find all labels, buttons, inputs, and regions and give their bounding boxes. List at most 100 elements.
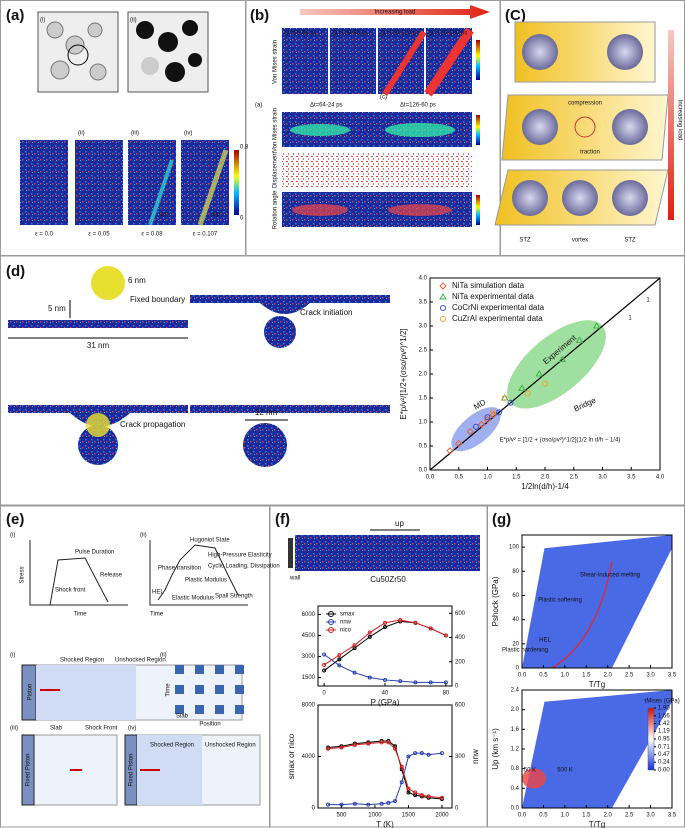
point [386, 800, 391, 805]
panel-label: (g) [492, 511, 511, 528]
panel-label: (d) [6, 263, 25, 280]
point [439, 751, 444, 756]
axis-label: Time [166, 683, 172, 697]
point [443, 633, 448, 638]
annotation: Release [100, 573, 123, 579]
point [413, 751, 418, 756]
sub-label: (iv) [184, 131, 192, 137]
y-tick-label: 1.6 [511, 727, 520, 733]
x-tick-label: 2.5 [570, 475, 579, 481]
sub-label: (ii) [130, 18, 137, 24]
y-tick-label: 80 [512, 569, 519, 575]
y-tick-label: 40 [512, 617, 519, 623]
sub-label: (i) [10, 653, 15, 659]
point [455, 439, 463, 448]
colorbar-tick-label: 1.66 [658, 713, 670, 719]
point [490, 409, 497, 416]
point [426, 752, 431, 757]
annotation: Shear-induced melting [580, 573, 640, 579]
y-tick-label: 3.0 [419, 324, 428, 330]
x-tick-label: 2.0 [604, 673, 613, 679]
x-axis-label: T/Tg [589, 820, 605, 828]
md-sample [295, 535, 480, 571]
point [406, 786, 411, 791]
legend-label: NiTa experimental data [452, 292, 534, 301]
legend-label: CoCrNi experimental data [452, 303, 545, 312]
point [352, 643, 357, 648]
y2-tick-label: 300 [455, 754, 466, 760]
point [399, 780, 404, 785]
x-tick-label: 1500 [402, 813, 416, 819]
y-tick-label: 8000 [302, 703, 316, 709]
annotation: Fixed boundary [130, 295, 185, 304]
series-line [323, 654, 446, 683]
row-label: Rotation angle [273, 190, 279, 229]
annotation: Pulse Duration [75, 550, 114, 556]
annotation: Hugoniot State [190, 538, 230, 544]
annotation: Cyclic Loading, Dissipation [208, 564, 280, 570]
annotation: Crack initiation [300, 308, 352, 317]
plot-frame [521, 534, 673, 669]
wall [288, 538, 293, 568]
colorbar-tick-label: 0.24 [658, 760, 670, 766]
colorbar-tick-label: 0.47 [658, 752, 670, 758]
time-label: Δt=126-180 ps [428, 31, 467, 37]
point [322, 652, 327, 657]
series-line [323, 619, 447, 666]
annotation: Shocked Region [60, 658, 104, 664]
y-tick-label: 1.0 [419, 420, 428, 426]
annotation: Shock front [55, 588, 86, 594]
time-label: Δt=56-64 ps [284, 31, 317, 37]
annotation: E*p/v² = [1/2 + (σso/ρv²)^1/2](1/2 ln d/… [500, 438, 621, 444]
legend-marker [439, 293, 447, 300]
row-label: Von Mises strain [273, 108, 279, 152]
y2-tick-label: 200 [455, 659, 466, 665]
x-tick-label: 1.5 [582, 813, 591, 819]
annotation: wall [289, 576, 300, 582]
state-region [522, 690, 672, 808]
point [575, 336, 584, 343]
annotation: Fixed Piston [129, 753, 135, 786]
point [496, 409, 502, 416]
colorbar-tick-label: 1.90 [658, 706, 670, 712]
point [339, 745, 344, 750]
axis-label: Position [199, 722, 220, 728]
strain-label: ε = 0.0 [35, 232, 54, 238]
point [386, 740, 391, 745]
strain-label: ε = 0.08 [141, 232, 163, 238]
point [366, 741, 371, 746]
shock-schematic [21, 540, 261, 806]
sub-label: (i) [40, 18, 45, 24]
series-line [328, 741, 442, 799]
annotation: traction [580, 150, 600, 156]
y2-tick-label: 0 [455, 684, 459, 690]
point [367, 630, 372, 635]
colorbar-label: 0 [240, 216, 244, 222]
point [393, 799, 398, 804]
x-tick-label: 1.0 [561, 813, 570, 819]
x-tick-label: 4.0 [656, 475, 665, 481]
y-axis-label: Pshock (GPa) [491, 576, 500, 626]
y2-axis-label: nnw [471, 749, 480, 764]
point [439, 795, 444, 800]
point [484, 414, 491, 421]
strain-maps [282, 27, 480, 227]
point [322, 662, 327, 667]
point [326, 802, 331, 807]
x-tick-label: 1.0 [483, 475, 492, 481]
axis-label: Time [150, 612, 164, 618]
strain-label: ε = 0.05 [88, 232, 110, 238]
y-tick-label: 0.0 [511, 806, 520, 812]
annotation: Slab [50, 726, 63, 732]
point [367, 675, 372, 680]
series-line [328, 740, 442, 800]
panel-label: (C) [505, 7, 526, 24]
time-label: Δt=108-80 ps [332, 31, 368, 37]
sub-label: (ii) [140, 533, 147, 539]
legend-marker [440, 305, 446, 311]
time-label: Δt=104-124 ps [380, 31, 419, 37]
y-tick-label: 0.0 [419, 468, 428, 474]
point [383, 677, 387, 682]
point [419, 751, 424, 756]
annotation: Elastic Modulus [172, 596, 214, 602]
